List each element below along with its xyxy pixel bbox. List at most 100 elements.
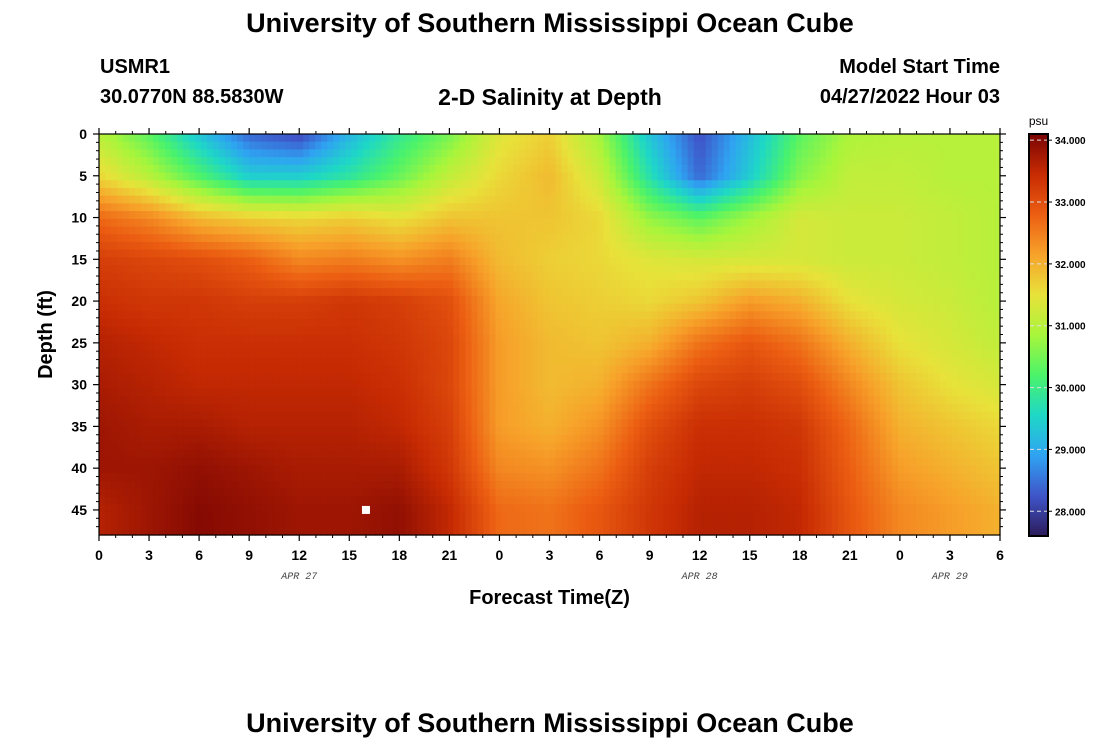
heatmap-cell (579, 195, 587, 204)
heatmap-cell (249, 249, 256, 258)
heatmap-cell (345, 357, 352, 366)
heatmap-cell (777, 141, 785, 151)
heatmap-cell (237, 272, 244, 282)
heatmap-cell (741, 334, 749, 343)
heatmap-cell (129, 303, 136, 312)
heatmap-cell (567, 211, 575, 220)
heatmap-cell (951, 180, 959, 189)
heatmap-cell (639, 334, 647, 343)
heatmap-cell (531, 319, 539, 328)
heatmap-cell (777, 334, 785, 343)
heatmap-cell (957, 319, 965, 328)
heatmap-cell (417, 319, 424, 328)
heatmap-cell (981, 211, 989, 220)
heatmap-cell (147, 249, 154, 258)
heatmap-cell (525, 272, 533, 282)
heatmap-cell (465, 280, 473, 289)
heatmap-cell (759, 211, 767, 220)
heatmap-cell (369, 149, 376, 158)
heatmap-cell (429, 380, 436, 390)
heatmap-cell (267, 249, 274, 258)
heatmap-cell (339, 288, 346, 297)
heatmap-cell (711, 365, 719, 374)
heatmap-cell (705, 373, 713, 382)
heatmap-cell (915, 257, 923, 266)
heatmap-cell (627, 187, 635, 197)
heatmap-cell (507, 249, 515, 258)
heatmap-cell (741, 357, 749, 366)
heatmap-cell (663, 295, 671, 305)
heatmap-cell (633, 226, 641, 235)
heatmap-cell (621, 373, 629, 382)
heatmap-cell (573, 334, 581, 343)
heatmap-cell (117, 164, 124, 174)
heatmap-cell (399, 373, 406, 382)
heatmap-cell (495, 141, 503, 151)
heatmap-cell (375, 357, 382, 366)
heatmap-cell (939, 257, 947, 266)
heatmap-cell (981, 357, 989, 366)
heatmap-cell (957, 164, 965, 174)
heatmap-cell (993, 249, 1001, 258)
heatmap-cell (933, 272, 941, 282)
heatmap-cell (825, 349, 833, 359)
heatmap-cell (987, 241, 995, 251)
heatmap-cell (273, 226, 280, 235)
heatmap-cell (531, 365, 539, 374)
heatmap-cell (639, 241, 647, 251)
heatmap-cell (525, 280, 533, 289)
heatmap-cell (525, 357, 533, 366)
heatmap-cell (735, 226, 743, 235)
heatmap-cell (297, 380, 304, 390)
heatmap-cell (411, 334, 418, 343)
heatmap-cell (555, 134, 563, 143)
heatmap-cell (225, 319, 232, 328)
heatmap-cell (759, 172, 767, 181)
heatmap-cell (585, 234, 593, 243)
heatmap-cell (525, 234, 533, 243)
heatmap-cell (831, 342, 839, 351)
heatmap-cell (519, 134, 527, 143)
heatmap-cell (255, 388, 262, 397)
heatmap-cell (207, 226, 214, 235)
heatmap-cell (117, 349, 124, 359)
heatmap-cell (141, 195, 148, 204)
heatmap-cell (363, 272, 370, 282)
heatmap-cell (321, 357, 328, 366)
heatmap-cell (993, 187, 1001, 197)
heatmap-cell (753, 149, 761, 158)
heatmap-cell (249, 257, 256, 266)
heatmap-cell (939, 326, 947, 336)
heatmap-cell (495, 349, 503, 359)
heatmap-cell (777, 326, 785, 336)
heatmap-cell (219, 373, 226, 382)
heatmap-cell (801, 311, 809, 320)
heatmap-cell (351, 280, 358, 289)
heatmap-cell (873, 218, 881, 228)
heatmap-cell (579, 164, 587, 174)
heatmap-cell (585, 172, 593, 181)
heatmap-cell (273, 149, 280, 158)
heatmap-cell (165, 388, 172, 397)
heatmap-cell (669, 319, 677, 328)
heatmap-cell (801, 357, 809, 366)
heatmap-cell (327, 218, 334, 228)
heatmap-cell (657, 218, 665, 228)
heatmap-cell (873, 311, 881, 320)
heatmap-cell (111, 303, 118, 312)
heatmap-cell (447, 241, 454, 251)
heatmap-cell (969, 280, 977, 289)
heatmap-cell (411, 357, 418, 366)
heatmap-cell (981, 226, 989, 235)
heatmap-cell (831, 303, 839, 312)
heatmap-cell (831, 349, 839, 359)
heatmap-cell (369, 365, 376, 374)
heatmap-cell (159, 134, 166, 143)
heatmap-cell (789, 180, 797, 189)
heatmap-cell (651, 211, 659, 220)
heatmap-cell (483, 373, 491, 382)
heatmap-cell (843, 187, 851, 197)
heatmap-cell (747, 334, 755, 343)
heatmap-cell (537, 249, 545, 258)
heatmap-cell (531, 311, 539, 320)
